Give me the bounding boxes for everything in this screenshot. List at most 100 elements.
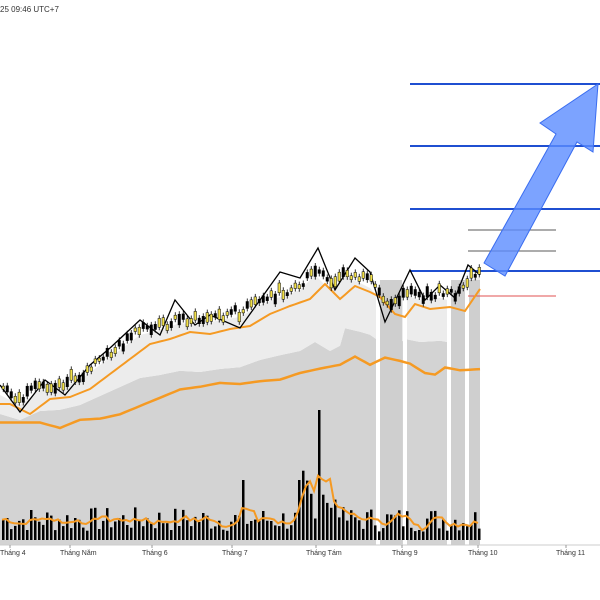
volume-bar — [382, 528, 385, 540]
volume-bar — [158, 512, 161, 540]
volume-bar — [134, 507, 137, 540]
candle — [341, 267, 345, 278]
candle — [461, 284, 465, 289]
volume-bar — [366, 512, 369, 540]
candle — [473, 274, 477, 278]
candle — [13, 396, 17, 404]
volume-bar — [310, 493, 313, 540]
candle — [345, 270, 349, 278]
gap-stripe — [447, 280, 452, 545]
volume-bar — [6, 518, 9, 540]
candle — [261, 295, 265, 303]
candle — [17, 391, 21, 403]
candle — [401, 287, 405, 298]
zigzag-layer — [0, 246, 481, 414]
volume-bar — [106, 508, 109, 540]
x-tick-label: Tháng 10 — [468, 550, 498, 557]
candle — [141, 322, 145, 329]
volume-bar — [434, 510, 437, 540]
candle — [33, 380, 37, 389]
volume-bar — [54, 530, 57, 540]
volume-bar — [442, 519, 445, 540]
candle — [429, 291, 433, 301]
candle — [169, 321, 173, 328]
volume-bar — [130, 527, 133, 540]
volume-bar — [2, 519, 5, 540]
volume-bar — [258, 521, 261, 540]
candle — [381, 295, 385, 303]
candle — [409, 285, 413, 295]
volume-bar — [450, 525, 453, 540]
candle — [89, 366, 93, 372]
volume-bar — [222, 529, 225, 540]
volume-bar — [394, 515, 397, 540]
candle — [241, 309, 245, 314]
candle — [37, 381, 41, 390]
candle — [5, 385, 9, 393]
candle — [101, 356, 105, 361]
volume-bar — [302, 470, 305, 540]
volume-bar — [166, 523, 169, 540]
volume-bar — [86, 530, 89, 540]
volume-bar — [78, 519, 81, 540]
volume-bar — [30, 510, 33, 540]
candle — [393, 297, 397, 305]
volume-bar — [322, 494, 325, 540]
volume-bar — [458, 530, 461, 540]
volume-bar — [122, 515, 125, 540]
volume-bar — [358, 520, 361, 540]
x-tick-label: Tháng 11 — [556, 550, 585, 557]
candle — [337, 271, 341, 282]
volume-bar — [74, 518, 77, 540]
candle — [413, 289, 417, 296]
candle — [105, 347, 109, 357]
volume-bar — [238, 515, 241, 540]
candle — [93, 358, 97, 364]
candle — [333, 276, 337, 287]
candle — [269, 290, 273, 298]
candle — [477, 267, 481, 275]
volume-bar — [374, 525, 377, 540]
candle — [449, 288, 453, 293]
volume-bar — [26, 530, 29, 540]
candle — [157, 318, 161, 328]
volume-bar — [406, 511, 409, 540]
x-axis-ticks: Tháng 4 Tháng Năm Tháng 6 Tháng 7 Tháng Tám T… — [0, 545, 585, 557]
candle — [197, 317, 201, 325]
volume-bar — [90, 508, 93, 540]
candle — [329, 278, 333, 289]
volume-bar — [314, 518, 317, 540]
volume-bar — [154, 528, 157, 540]
candle — [325, 277, 329, 282]
candle — [57, 378, 61, 388]
volume-bar — [198, 522, 201, 540]
candle — [469, 267, 473, 279]
candle — [137, 327, 141, 335]
volume-bar — [418, 530, 421, 540]
candle — [285, 292, 289, 296]
candle — [237, 312, 241, 323]
candle — [77, 374, 81, 383]
volume-bar — [38, 521, 41, 540]
volume-bar — [14, 525, 17, 540]
candles-layer — [1, 263, 481, 406]
candle — [205, 312, 209, 323]
volume-bar — [474, 512, 477, 540]
volume-bar — [142, 526, 145, 540]
volume-ma-line — [1, 473, 479, 532]
volume-bar — [362, 528, 365, 540]
candle — [397, 295, 401, 307]
candle — [321, 270, 325, 277]
volume-bar — [286, 528, 289, 540]
x-tick-label: Tháng 4 — [0, 550, 26, 557]
candle — [349, 275, 353, 280]
volume-bar — [354, 517, 357, 540]
candle — [49, 383, 53, 393]
volume-bar — [162, 523, 165, 540]
volume-bar — [294, 512, 297, 540]
candle — [293, 282, 297, 289]
volume-bar — [186, 520, 189, 540]
candle — [149, 324, 153, 335]
zigzag-line — [0, 246, 481, 414]
candle — [369, 274, 373, 282]
